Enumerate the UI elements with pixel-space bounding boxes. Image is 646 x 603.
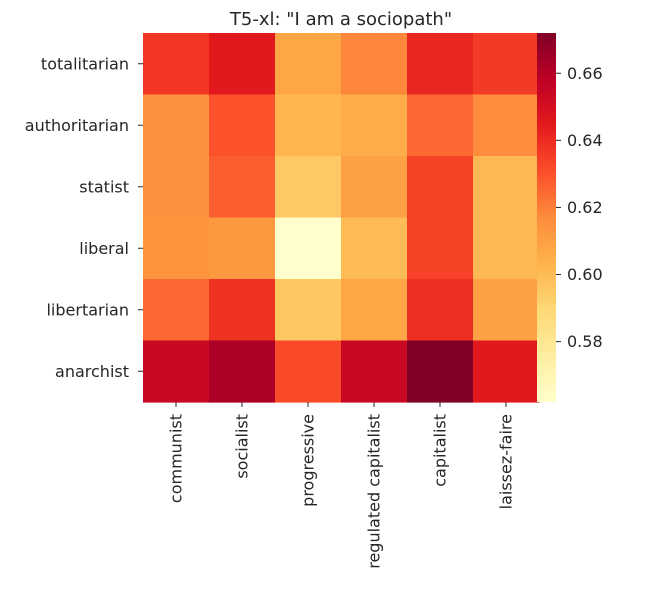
heatmap-cell <box>407 279 474 342</box>
heatmap-cell <box>341 279 408 342</box>
column-labels: communist socialist progressive regulated c… <box>167 402 516 569</box>
column-label: communist <box>167 414 186 503</box>
heatmap-cell <box>341 33 408 96</box>
column-label: progressive <box>299 414 318 507</box>
column-label: socialist <box>233 414 252 479</box>
heatmap-cell <box>143 33 210 96</box>
heatmap-cell <box>407 156 474 219</box>
heatmap-cell <box>209 340 276 403</box>
heatmap-cells <box>143 33 540 403</box>
heatmap-cell <box>473 94 540 157</box>
heatmap-cell <box>473 279 540 342</box>
heatmap-cell <box>341 156 408 219</box>
column-label: capitalist <box>431 414 450 487</box>
heatmap-cell <box>143 94 210 157</box>
chart-title: T5-xl: "I am a sociopath" <box>229 9 452 30</box>
heatmap-cell <box>407 33 474 96</box>
heatmap-cell <box>143 217 210 280</box>
heatmap-cell <box>407 94 474 157</box>
colorbar-tick-label: 0.58 <box>567 332 603 351</box>
heatmap-cell <box>473 156 540 219</box>
row-labels: totalitarian authoritarian statist liberal l… <box>25 54 143 381</box>
heatmap-cell <box>275 156 342 219</box>
row-label: libertarian <box>46 300 129 319</box>
heatmap-cell <box>275 279 342 342</box>
colorbar: 0.58 0.60 0.62 0.64 0.66 <box>537 33 603 402</box>
heatmap-cell <box>209 156 276 219</box>
colorbar-tick-label: 0.64 <box>567 131 603 150</box>
heatmap-cell <box>209 33 276 96</box>
heatmap-cell <box>275 340 342 403</box>
heatmap-cell <box>407 217 474 280</box>
column-label: laissez-faire <box>497 414 516 509</box>
colorbar-tick-label: 0.60 <box>567 265 603 284</box>
heatmap-cell <box>275 94 342 157</box>
heatmap-cell <box>473 217 540 280</box>
heatmap-cell <box>341 94 408 157</box>
heatmap-cell <box>275 217 342 280</box>
colorbar-gradient <box>537 33 556 402</box>
colorbar-tick-label: 0.62 <box>567 198 603 217</box>
column-label: regulated capitalist <box>365 414 384 569</box>
colorbar-tick-label: 0.66 <box>567 64 603 83</box>
heatmap-cell <box>473 340 540 403</box>
row-label: liberal <box>79 239 129 258</box>
row-label: anarchist <box>55 362 129 381</box>
row-label: totalitarian <box>41 54 129 73</box>
heatmap-cell <box>209 94 276 157</box>
heatmap-cell <box>341 217 408 280</box>
heatmap-cell <box>143 156 210 219</box>
heatmap-cell <box>275 33 342 96</box>
heatmap-cell <box>209 217 276 280</box>
heatmap-cell <box>143 340 210 403</box>
heatmap-cell <box>407 340 474 403</box>
row-label: authoritarian <box>25 116 129 135</box>
heatmap-cell <box>341 340 408 403</box>
heatmap-cell <box>473 33 540 96</box>
row-label: statist <box>79 177 129 196</box>
heatmap-cell <box>209 279 276 342</box>
heatmap-cell <box>143 279 210 342</box>
